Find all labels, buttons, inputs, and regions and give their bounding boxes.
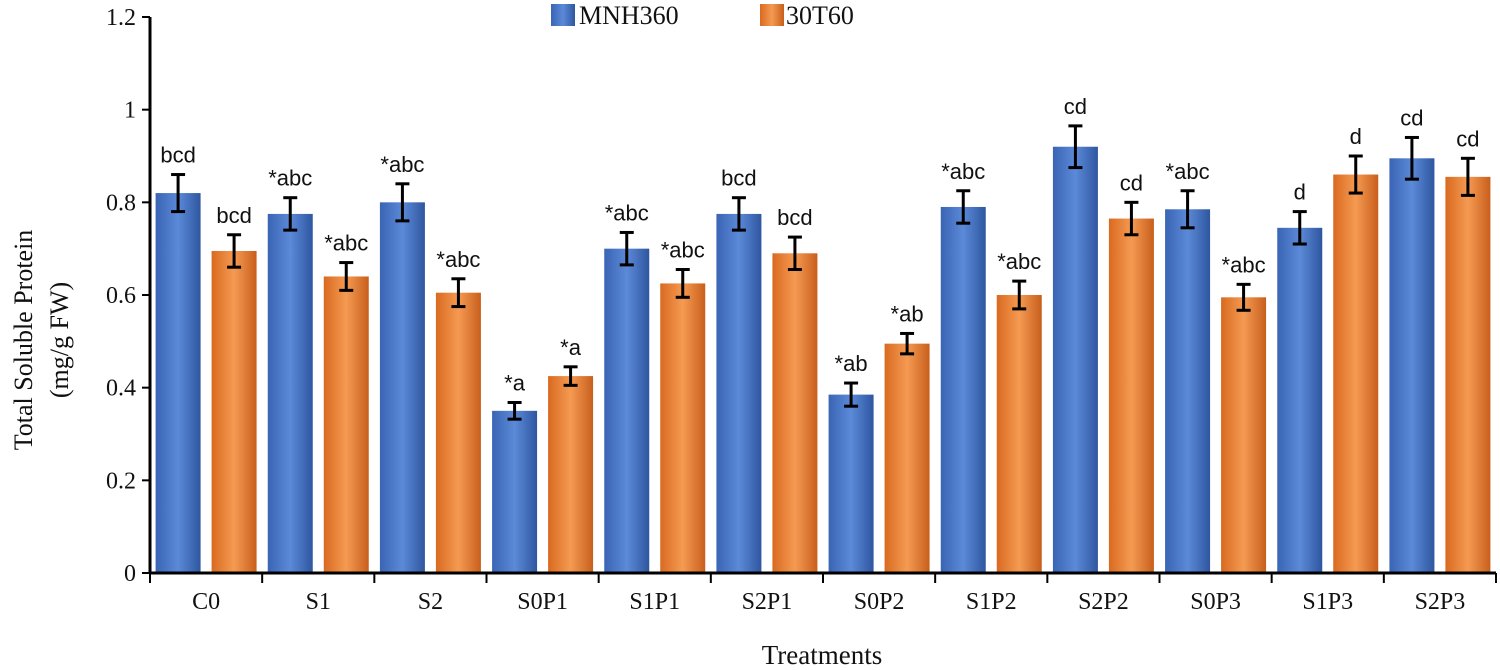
bar-30t60-c0	[211, 250, 257, 573]
error-bars	[171, 124, 1475, 421]
bar-mnh360-s1p2	[940, 206, 986, 573]
legend: MNH360 30T60	[551, 1, 854, 30]
bar-mnh360-s0p1	[492, 410, 538, 573]
y-tick-label: 1	[124, 98, 136, 124]
x-tick-label: S1	[306, 589, 331, 615]
significance-label: d	[1294, 180, 1306, 205]
legend-label-mnh360: MNH360	[579, 1, 679, 30]
x-tick-label: S0P3	[1190, 589, 1241, 615]
bar-30t60-s0p3	[1221, 297, 1267, 573]
x-tick-label: S0P2	[854, 589, 905, 615]
x-tick-label: S2P2	[1078, 589, 1129, 615]
significance-label: bcd	[777, 205, 812, 230]
bar-mnh360-s2	[379, 202, 425, 574]
x-tick-label: S1P2	[966, 589, 1017, 615]
bar-30t60-s1p1	[660, 283, 706, 573]
significance-label: *abc	[380, 152, 424, 177]
significance-label: *abc	[1222, 252, 1266, 277]
significance-label: cd	[1400, 105, 1423, 130]
bar-30t60-s1p3	[1333, 174, 1379, 574]
bar-30t60-s0p1	[548, 376, 594, 573]
bar-mnh360-s2p2	[1052, 146, 1098, 573]
y-axis-title: Total Soluble Protein (mg/g FW)	[9, 230, 74, 451]
bars	[155, 146, 1491, 574]
significance-label: cd	[1456, 126, 1479, 151]
significance-label: *abc	[997, 249, 1041, 274]
y-tick-label: 0	[124, 561, 136, 587]
significance-label: *abc	[268, 166, 312, 191]
bar-mnh360-s0p3	[1165, 209, 1211, 574]
legend-label-30t60: 30T60	[786, 1, 854, 30]
significance-label: *abc	[661, 238, 705, 263]
bar-mnh360-s1	[267, 213, 313, 573]
significance-labels: bcdbcd*abc*abc*abc*abc*a*a*abc*abcbcdbcd…	[160, 94, 1479, 396]
bar-mnh360-s1p1	[604, 248, 650, 573]
bar-mnh360-s2p1	[716, 213, 762, 573]
bar-mnh360-s2p3	[1389, 158, 1435, 574]
bar-mnh360-s1p3	[1277, 227, 1323, 574]
significance-label: *ab	[891, 301, 924, 326]
x-tick-label: C0	[192, 589, 220, 615]
y-tick-label: 0.6	[106, 283, 136, 309]
y-tick-label: 1.2	[106, 5, 136, 31]
bar-30t60-s2p3	[1445, 176, 1491, 573]
bar-30t60-s0p2	[884, 343, 930, 573]
bar-30t60-s2p1	[772, 253, 818, 574]
significance-label: cd	[1120, 170, 1143, 195]
significance-label: bcd	[721, 166, 756, 191]
significance-label: d	[1350, 124, 1362, 149]
bar-30t60-s2	[435, 292, 481, 573]
significance-label: *abc	[324, 231, 368, 256]
significance-label: bcd	[160, 143, 195, 168]
bar-mnh360-s0p2	[828, 394, 874, 573]
significance-label: *a	[560, 335, 582, 360]
significance-label: *abc	[605, 200, 649, 225]
significance-label: cd	[1064, 94, 1087, 119]
x-tick-label: S1P3	[1302, 589, 1353, 615]
x-tick-label: S1P1	[629, 589, 680, 615]
significance-label: *abc	[436, 247, 480, 272]
x-tick-label: S0P1	[517, 589, 568, 615]
y-axis-label: Total Soluble Protein	[9, 230, 38, 451]
y-axis: 0 0.2 0.4 0.6 0.8 1 1.2	[106, 5, 150, 587]
significance-label: *a	[504, 370, 526, 395]
significance-label: *ab	[835, 351, 868, 376]
x-axis: C0 S1 S2 S0P1 S1P1 S2P1 S0P2 S1P2 S2P2 S0P3 S1P3 S2…	[149, 573, 1497, 615]
y-axis-unit: (mg/g FW)	[45, 282, 74, 398]
bar-30t60-s1	[323, 276, 369, 573]
significance-label: bcd	[216, 203, 251, 228]
bar-30t60-s2p2	[1108, 218, 1154, 574]
x-tick-label: S2P1	[742, 589, 793, 615]
y-tick-label: 0.4	[106, 376, 136, 402]
y-tick-label: 0.2	[106, 468, 136, 494]
legend-swatch-30t60	[760, 4, 784, 26]
x-axis-label: Treatments	[762, 640, 883, 670]
legend-swatch-mnh360	[551, 4, 575, 26]
x-tick-label: S2P3	[1415, 589, 1466, 615]
significance-label: *abc	[1166, 159, 1210, 184]
bar-mnh360-c0	[155, 193, 201, 574]
significance-label: *abc	[941, 159, 985, 184]
bar-30t60-s1p2	[996, 295, 1042, 573]
x-tick-label: S2	[418, 589, 443, 615]
y-tick-label: 0.8	[106, 190, 136, 216]
